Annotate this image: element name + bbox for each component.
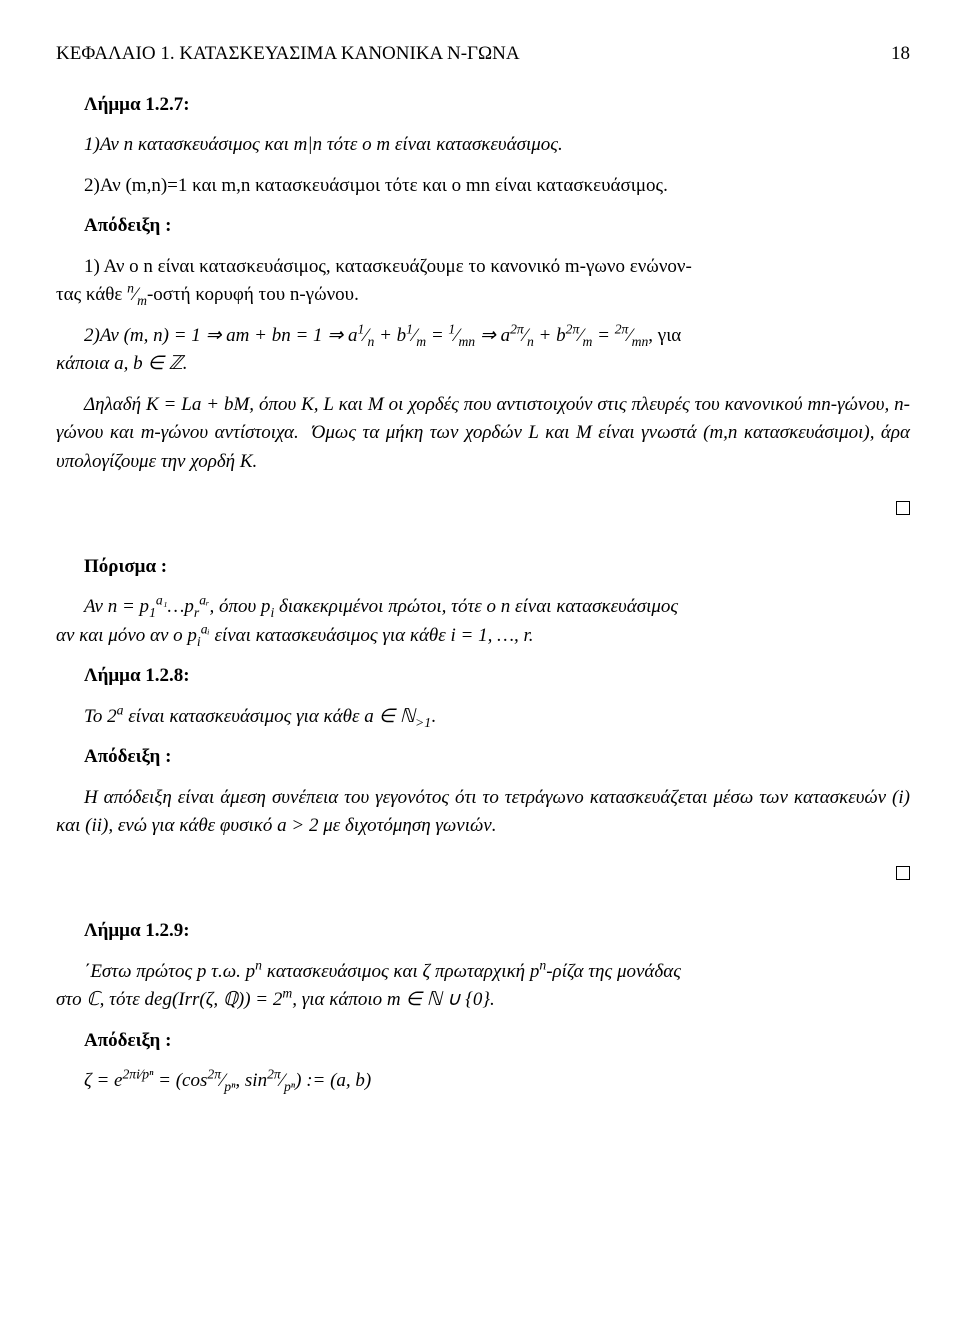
- page: ΚΕΦΑΛΑΙΟ 1. ΚΑΤΑΣΚΕΥΑΣΙΜΑ ΚΑΝΟΝΙΚΑ Ν-ΓΩΝ…: [0, 0, 960, 1341]
- frac-2pi-m: 2π⁄m: [566, 325, 593, 346]
- frac-2pi-pn-2: 2π⁄pⁿ: [267, 1070, 295, 1091]
- lemma-1-2-9-line2: στο ℂ, τότε deg(Irr(ζ, ℚ)) = 2m, για κάπ…: [56, 986, 910, 1015]
- frac-n-over-m: n⁄m: [127, 284, 147, 305]
- lemma-1-2-8-title: Λήμμα 1.2.8:: [56, 662, 910, 691]
- running-header: ΚΕΦΑΛΑΙΟ 1. ΚΑΤΑΣΚΕΥΑΣΙΜΑ ΚΑΝΟΝΙΚΑ Ν-ΓΩΝ…: [56, 40, 910, 69]
- proof-1-2-9-title: Απόδειξη :: [56, 1027, 910, 1056]
- proof-1-2-7-p1a: 1) Αν ο n είναι κατασκευάσιμος, κατασκευ…: [56, 253, 910, 282]
- proof-1-2-8-title: Απόδειξη :: [56, 743, 910, 772]
- corollary-line1: Αν n = p1a₁…praᵣ, όπου pi διακεκριμένοι …: [56, 593, 910, 622]
- frac-2pi-n: 2π⁄n: [510, 325, 534, 346]
- proof-1-2-7-title: Απόδειξη :: [56, 212, 910, 241]
- frac-1-mn: 1⁄mn: [448, 325, 475, 346]
- frac-2pi-pn-1: 2π⁄pⁿ: [207, 1070, 235, 1091]
- lemma-1-2-7-item-2: 2)Αν (m,n)=1 και m,n κατασκευάσιµοι τότε…: [56, 172, 910, 201]
- lemma-1-2-9-block: Λήμμα 1.2.9: ΄Εστω πρώτος p τ.ω. pn κατα…: [56, 917, 910, 1015]
- proof-1-2-7-p3: κάποια a, b ∈ ℤ.: [56, 350, 910, 379]
- qed-2: [56, 861, 910, 890]
- lemma-1-2-7-item-1: 1)Αν n κατασκευάσιμος και m|n τότε ο m ε…: [56, 131, 910, 160]
- lemma-1-2-8-body: Το 2a είναι κατασκευάσιμος για κάθε a ∈ …: [56, 703, 910, 732]
- header-page-number: 18: [891, 40, 910, 69]
- corollary-block: Πόρισμα : Αν n = p1a₁…praᵣ, όπου pi διακ…: [56, 553, 910, 651]
- corollary-title: Πόρισμα :: [56, 553, 910, 582]
- proof-1-2-7-eq: 2)Αν (m, n) = 1 ⇒ am + bn = 1 ⇒ a1⁄n + b…: [56, 322, 910, 351]
- corollary-line2: αν και μόνο αν ο piaᵢ είναι κατασκευάσιμ…: [56, 622, 910, 651]
- frac-1-n: 1⁄n: [357, 325, 374, 346]
- frac-2pii-pn: 2πi⁄pⁿ: [122, 1067, 153, 1082]
- proof-1-2-7-p4: Δηλαδή K = La + bM, όπου K, L και M οι χ…: [56, 391, 910, 477]
- proof-1-2-8-body: Η απόδειξη είναι άμεση συνέπεια του γεγο…: [56, 784, 910, 841]
- proof-1-2-7-p1b: τας κάθε n⁄m-οστή κορυφή του n-γώνου.: [56, 281, 910, 310]
- frac-1-m: 1⁄m: [406, 325, 426, 346]
- proof-1-2-9-eq: ζ = e2πi⁄pⁿ = (cos2π⁄pⁿ, sin2π⁄pⁿ) := (a…: [56, 1067, 910, 1096]
- frac-2pi-mn: 2π⁄mn: [615, 325, 649, 346]
- qed-box-icon: [896, 501, 910, 515]
- lemma-1-2-7-title: Λήμμα 1.2.7:: [56, 91, 910, 120]
- qed-1: [56, 496, 910, 525]
- lemma-1-2-9-title: Λήμμα 1.2.9:: [56, 917, 910, 946]
- header-chapter: ΚΕΦΑΛΑΙΟ 1. ΚΑΤΑΣΚΕΥΑΣΙΜΑ ΚΑΝΟΝΙΚΑ Ν-ΓΩΝ…: [56, 40, 520, 69]
- lemma-1-2-9-line1: ΄Εστω πρώτος p τ.ω. pn κατασκευάσιμος κα…: [56, 958, 910, 987]
- qed-box-icon: [896, 866, 910, 880]
